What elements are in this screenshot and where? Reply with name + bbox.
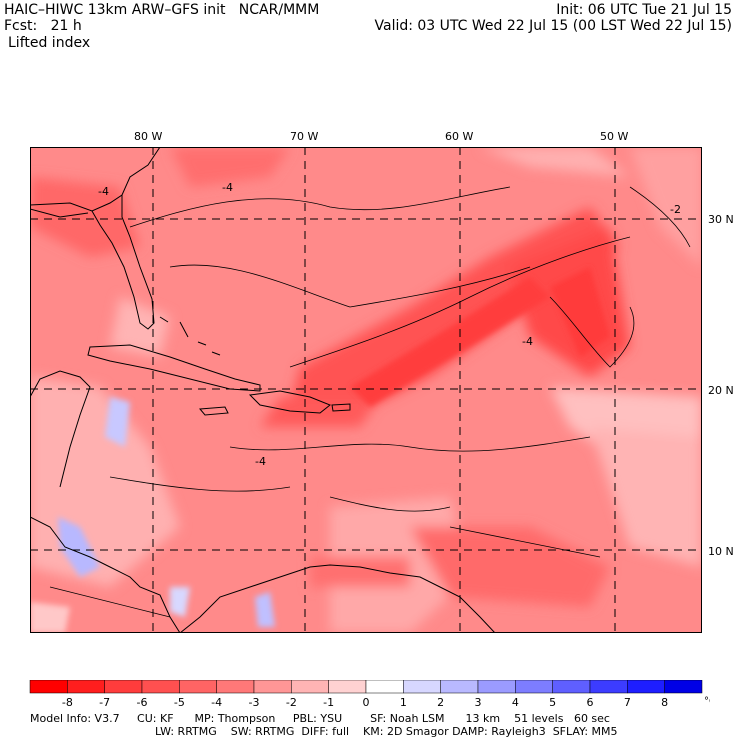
colorbar-swatch <box>403 680 441 694</box>
lon-label-70w: 70 W <box>290 130 319 143</box>
lon-label-80w: 80 W <box>134 130 163 143</box>
contour-label: -4 <box>255 455 266 468</box>
coastlines <box>30 147 496 633</box>
colorbar-tick-label: -3 <box>249 696 260 709</box>
hispaniola <box>248 390 331 414</box>
lon-label-60w: 60 W <box>445 130 474 143</box>
colorbar-tick-label: 2 <box>437 696 444 709</box>
lat-label-20n: 20 N <box>708 384 734 397</box>
colorbar-swatch <box>627 680 665 694</box>
colorbar-swatch <box>141 680 180 694</box>
model-info-line1: Model Info: V3.7 CU: KF MP: Thompson PBL… <box>30 712 610 725</box>
lat-label-10n: 10 N <box>708 545 734 558</box>
colorbar-tick-label: -5 <box>174 696 185 709</box>
colorbar-tick-label: -7 <box>99 696 110 709</box>
florida-peninsula <box>91 195 155 330</box>
colorbar-tick-label: 6 <box>587 696 594 709</box>
colorbar-swatch <box>328 680 367 694</box>
contour-label: -4 <box>98 185 109 198</box>
colorbar-tick-label: 0 <box>363 696 370 709</box>
bahamas <box>159 316 221 356</box>
map-frame <box>30 147 702 633</box>
lat-label-30n: 30 N <box>708 213 734 226</box>
yucatan <box>30 370 91 488</box>
colorbar-swatch <box>253 680 292 694</box>
lon-label-50w: 50 W <box>600 130 629 143</box>
colorbar-swatch <box>589 680 628 694</box>
colorbar-tick-label: 4 <box>512 696 519 709</box>
colorbar-tick-label: -6 <box>137 696 148 709</box>
graticule <box>30 147 702 633</box>
colorbar-tick-label: 3 <box>475 696 482 709</box>
colorbar-unit: °C <box>704 696 710 707</box>
south-america-coast <box>179 564 496 633</box>
valid-time: Valid: 03 UTC Wed 22 Jul 15 (00 LST Wed … <box>374 18 733 34</box>
jamaica <box>198 406 229 416</box>
colorbar-swatch <box>664 680 703 694</box>
colorbar: -8 -7 -6 -5 -4 -3 -2 -1 0 1 2 3 4 5 6 7 8 °C <box>29 680 710 709</box>
colorbar-tick-label: 7 <box>624 696 631 709</box>
lifted-index-map: -4 -4 -4 -4 -2 <box>30 147 702 633</box>
init-time: Init: 06 UTC Tue 21 Jul 15 <box>556 2 732 18</box>
cuba <box>87 344 261 392</box>
puerto-rico <box>331 403 351 412</box>
us-east-coast <box>30 147 161 212</box>
colorbar-tick-label: 5 <box>549 696 556 709</box>
colorbar-swatches <box>29 680 703 694</box>
colorbar-swatch <box>104 680 143 694</box>
colorbar-swatch <box>477 680 516 694</box>
field-name: Lifted index <box>8 35 91 51</box>
colorbar-tick-label: -4 <box>211 696 222 709</box>
forecast-hour: Fcst: 21 h <box>4 18 82 34</box>
colorbar-tick-label: 8 <box>661 696 668 709</box>
colorbar-swatch <box>440 680 479 694</box>
gulf-coast <box>30 208 89 218</box>
colorbar-swatch <box>67 680 105 694</box>
colorbar-swatch <box>29 680 68 694</box>
colorbar-tick-label: -2 <box>286 696 297 709</box>
colorbar-swatch <box>552 680 591 694</box>
contour-label: -2 <box>670 203 681 216</box>
colorbar-ticks: -8 -7 -6 -5 -4 -3 -2 -1 0 1 2 3 4 5 6 7 8 °C <box>62 696 710 709</box>
colorbar-tick-label: -1 <box>323 696 334 709</box>
colorbar-swatch <box>179 680 217 694</box>
central-america <box>30 516 181 633</box>
contour-label: -4 <box>522 335 533 348</box>
contour-label: -4 <box>222 181 233 194</box>
model-title: HAIC–HIWC 13km ARW–GFS init NCAR/MMM <box>4 2 320 18</box>
colorbar-tick-label: 1 <box>400 696 407 709</box>
colorbar-swatch <box>216 680 255 694</box>
colorbar-swatch <box>291 680 329 694</box>
colorbar-swatch <box>515 680 553 694</box>
colorbar-tick-label: -8 <box>62 696 73 709</box>
colorbar-swatch <box>365 680 404 694</box>
contours <box>49 186 691 618</box>
li-field-detail <box>30 267 610 633</box>
model-info-line2: LW: RRTMG SW: RRTMG DIFF: full KM: 2D Sm… <box>155 725 618 738</box>
